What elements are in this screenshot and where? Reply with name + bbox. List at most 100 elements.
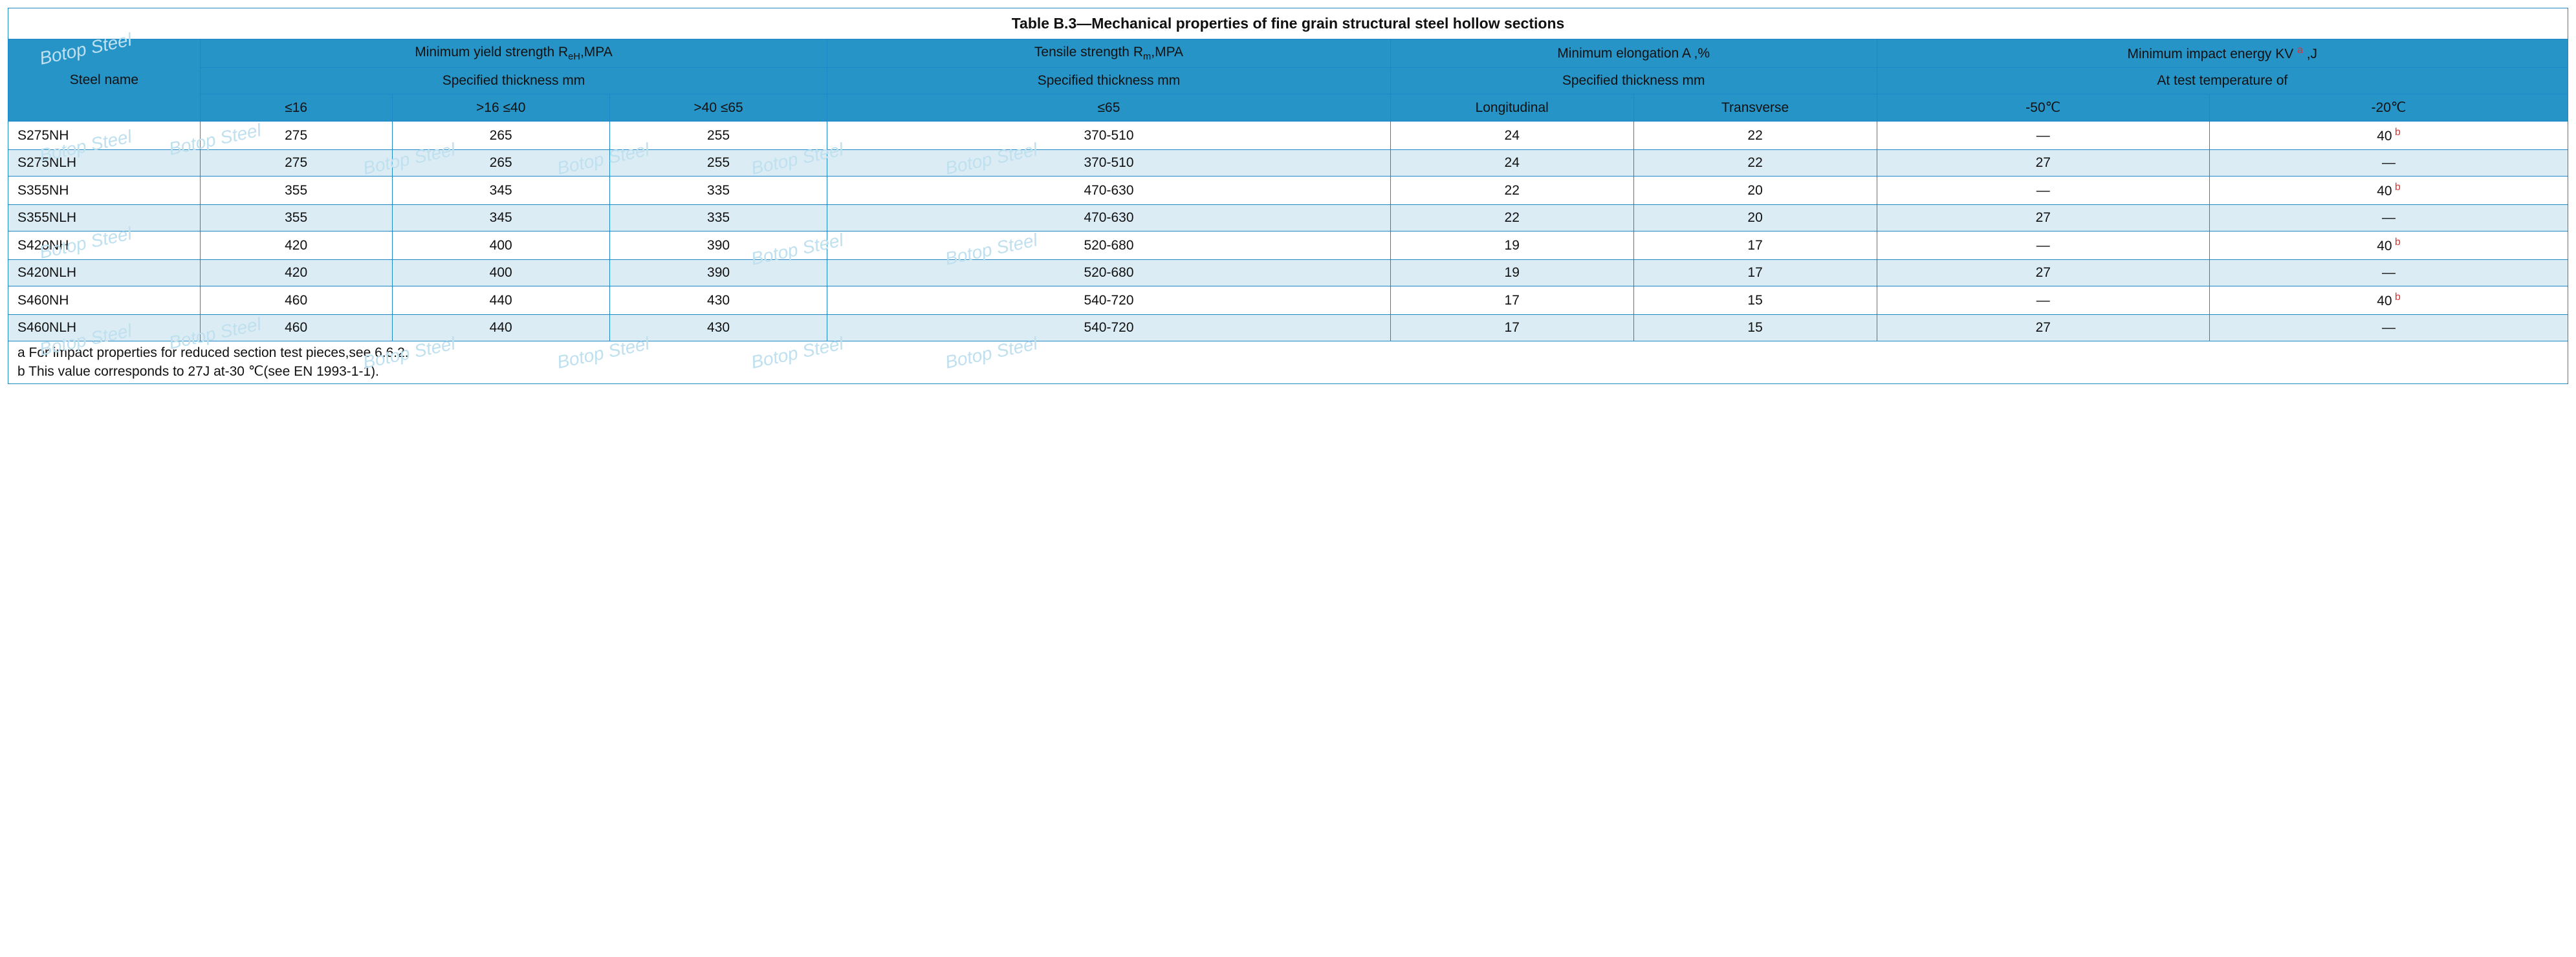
footnote-marker: b (2392, 237, 2401, 248)
impact-50-cell: 27 (1877, 150, 2209, 177)
impact-50-cell: 27 (1877, 315, 2209, 341)
yield-40-65-cell: 255 (609, 150, 827, 177)
impact-20-cell: 40 b (2209, 286, 2568, 315)
impact-20-cell: — (2209, 315, 2568, 341)
tensile-cell: 540-720 (827, 286, 1391, 315)
tensile-cell: 470-630 (827, 205, 1391, 231)
elong-trans-cell: 20 (1633, 205, 1877, 231)
steel-name-cell: S355NH (8, 177, 201, 205)
col-yield-40-65: >40 ≤65 (609, 94, 827, 122)
elong-trans-cell: 15 (1633, 286, 1877, 315)
col-tensile-main: Tensile strength Rm,MPA (827, 39, 1391, 68)
steel-name-cell: S460NH (8, 286, 201, 315)
yield-16-40-cell: 265 (392, 150, 609, 177)
elong-long-cell: 22 (1390, 177, 1633, 205)
yield-16-cell: 420 (200, 231, 392, 260)
elong-long-cell: 24 (1390, 150, 1633, 177)
steel-name-cell: S420NH (8, 231, 201, 260)
tensile-sub: m (1143, 52, 1151, 62)
steel-name-cell: S420NLH (8, 260, 201, 286)
tensile-pre: Tensile strength R (1034, 45, 1143, 59)
footnote-marker: b (2392, 127, 2401, 138)
steel-name-cell: S275NH (8, 122, 201, 150)
yield-40-65-cell: 335 (609, 177, 827, 205)
impact-50-cell: — (1877, 286, 2209, 315)
elong-trans-cell: 20 (1633, 177, 1877, 205)
elong-trans-cell: 15 (1633, 315, 1877, 341)
impact-20-cell: 40 b (2209, 122, 2568, 150)
impact-20-cell: — (2209, 205, 2568, 231)
impact-pre: Minimum impact energy KV (2128, 47, 2298, 61)
table-row: S355NH355345335470-6302220—40 b (8, 177, 2568, 205)
yield-16-cell: 275 (200, 150, 392, 177)
yield-16-cell: 355 (200, 177, 392, 205)
impact-20-cell: — (2209, 260, 2568, 286)
tensile-post: ,MPA (1151, 45, 1183, 59)
table-row: S460NLH460440430540-720171527— (8, 315, 2568, 341)
table-row: S420NH420400390520-6801917—40 b (8, 231, 2568, 260)
yield-40-65-cell: 390 (609, 260, 827, 286)
yield-16-40-cell: 345 (392, 177, 609, 205)
mechanical-properties-table: Table B.3—Mechanical properties of fine … (8, 8, 2568, 384)
tensile-cell: 370-510 (827, 150, 1391, 177)
col-impact-20: -20℃ (2209, 94, 2568, 122)
elong-trans-cell: 22 (1633, 122, 1877, 150)
tensile-cell: 520-680 (827, 260, 1391, 286)
elong-long-cell: 19 (1390, 260, 1633, 286)
table-row: S420NLH420400390520-680191727— (8, 260, 2568, 286)
footnote-b: b This value corresponds to 27J at-30 ℃(… (8, 362, 2568, 384)
yield-40-65-cell: 430 (609, 315, 827, 341)
yield-16-40-cell: 400 (392, 260, 609, 286)
table-row: S355NLH355345335470-630222027— (8, 205, 2568, 231)
impact-20-cell: 40 b (2209, 177, 2568, 205)
yield-post: ,MPA (580, 45, 613, 59)
table-row: S460NH460440430540-7201715—40 b (8, 286, 2568, 315)
elong-long-cell: 22 (1390, 205, 1633, 231)
col-elong-long: Longitudinal (1390, 94, 1633, 122)
tensile-cell: 370-510 (827, 122, 1391, 150)
yield-16-cell: 460 (200, 315, 392, 341)
col-tensile-sub: Specified thickness mm (827, 68, 1391, 94)
impact-50-cell: — (1877, 231, 2209, 260)
col-yield-16-40: >16 ≤40 (392, 94, 609, 122)
impact-50-cell: — (1877, 177, 2209, 205)
yield-sub: eH (568, 52, 580, 62)
footnote-marker: b (2392, 292, 2401, 303)
tensile-cell: 520-680 (827, 231, 1391, 260)
yield-16-cell: 460 (200, 286, 392, 315)
yield-16-40-cell: 400 (392, 231, 609, 260)
elong-long-cell: 17 (1390, 315, 1633, 341)
elong-long-cell: 24 (1390, 122, 1633, 150)
impact-50-cell: — (1877, 122, 2209, 150)
tensile-cell: 470-630 (827, 177, 1391, 205)
elong-trans-cell: 22 (1633, 150, 1877, 177)
yield-pre: Minimum yield strength R (415, 45, 568, 59)
yield-16-40-cell: 440 (392, 315, 609, 341)
yield-16-cell: 275 (200, 122, 392, 150)
yield-16-cell: 420 (200, 260, 392, 286)
footnote-marker: b (2392, 182, 2401, 193)
col-elong-trans: Transverse (1633, 94, 1877, 122)
tensile-cell: 540-720 (827, 315, 1391, 341)
col-impact-sub: At test temperature of (1877, 68, 2568, 94)
col-yield-16: ≤16 (200, 94, 392, 122)
impact-50-cell: 27 (1877, 260, 2209, 286)
table-row: S275NH275265255370-5102422—40 b (8, 122, 2568, 150)
table-title: Table B.3—Mechanical properties of fine … (8, 8, 2568, 39)
col-tensile-65: ≤65 (827, 94, 1391, 122)
impact-20-cell: — (2209, 150, 2568, 177)
elong-trans-cell: 17 (1633, 231, 1877, 260)
col-elong-sub: Specified thickness mm (1390, 68, 1877, 94)
impact-sup: a (2297, 45, 2303, 56)
yield-40-65-cell: 335 (609, 205, 827, 231)
impact-50-cell: 27 (1877, 205, 2209, 231)
table-row: S275NLH275265255370-510242227— (8, 150, 2568, 177)
steel-name-cell: S355NLH (8, 205, 201, 231)
footnote-a: a For impact properties for reduced sect… (8, 341, 2568, 363)
yield-16-40-cell: 265 (392, 122, 609, 150)
col-elong-main: Minimum elongation A ,% (1390, 39, 1877, 68)
col-yield-sub: Specified thickness mm (200, 68, 827, 94)
yield-40-65-cell: 255 (609, 122, 827, 150)
col-yield-main: Minimum yield strength ReH,MPA (200, 39, 827, 68)
col-impact-50: -50℃ (1877, 94, 2209, 122)
